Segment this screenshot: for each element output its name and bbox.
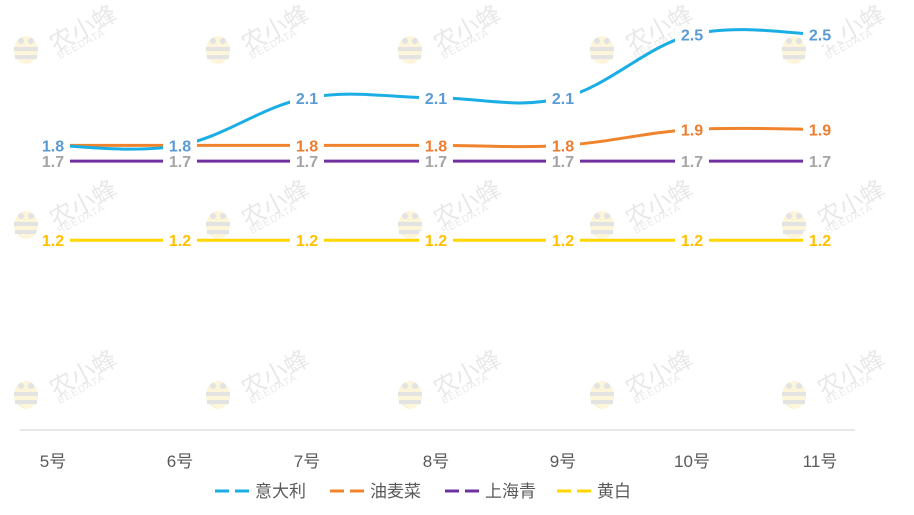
data-label: 2.5 xyxy=(809,28,831,45)
x-tick-label: 9号 xyxy=(550,452,576,471)
data-label-bg xyxy=(163,136,197,156)
x-tick-label: 10号 xyxy=(674,452,710,471)
data-label-bg xyxy=(290,152,324,172)
data-label-bg xyxy=(163,152,197,172)
data-label-bg xyxy=(419,136,453,156)
data-label: 1.2 xyxy=(42,233,64,250)
data-label: 2.1 xyxy=(296,91,318,108)
data-label-bg xyxy=(290,231,324,251)
data-label-bg xyxy=(675,25,709,45)
x-tick-label: 8号 xyxy=(423,452,449,471)
x-tick-label: 7号 xyxy=(294,452,320,471)
data-label-bg xyxy=(163,231,197,251)
data-label-bg xyxy=(803,152,837,172)
data-label-bg xyxy=(803,25,837,45)
data-label: 1.8 xyxy=(552,138,574,155)
data-label: 2.1 xyxy=(425,91,447,108)
x-tick-label: 5号 xyxy=(40,452,66,471)
legend-label: 黄白 xyxy=(597,482,631,502)
data-label: 1.8 xyxy=(42,138,64,155)
data-label: 1.8 xyxy=(169,138,191,155)
data-label-bg xyxy=(546,88,580,108)
data-label: 1.9 xyxy=(681,123,703,140)
data-label-bg xyxy=(36,231,70,251)
data-label: 1.2 xyxy=(169,233,191,250)
data-label-bg xyxy=(290,136,324,156)
data-label: 1.2 xyxy=(296,233,318,250)
data-label-bg xyxy=(419,231,453,251)
legend-label: 意大利 xyxy=(255,482,306,502)
data-label-bg xyxy=(546,152,580,172)
data-label: 1.2 xyxy=(809,233,831,250)
data-label: 1.7 xyxy=(425,154,447,171)
data-label: 2.5 xyxy=(681,28,703,45)
data-label-bg xyxy=(675,120,709,140)
data-label: 1.7 xyxy=(552,154,574,171)
data-label: 1.7 xyxy=(42,154,64,171)
data-label-bg xyxy=(36,136,70,156)
legend-label: 上海青 xyxy=(485,482,536,502)
data-label: 1.7 xyxy=(296,154,318,171)
data-label: 1.8 xyxy=(425,138,447,155)
data-label-bg xyxy=(419,152,453,172)
x-tick-label: 11号 xyxy=(803,452,838,471)
data-label-bg xyxy=(36,152,70,172)
data-label: 1.9 xyxy=(809,123,831,140)
data-label-bg xyxy=(675,152,709,172)
data-label: 1.2 xyxy=(552,233,574,250)
data-label-bg xyxy=(546,136,580,156)
data-label-bg xyxy=(419,88,453,108)
data-label: 1.7 xyxy=(169,154,191,171)
legend-label: 油麦菜 xyxy=(370,482,421,502)
data-label-bg xyxy=(290,88,324,108)
data-label: 2.1 xyxy=(552,91,574,108)
data-label: 1.8 xyxy=(296,138,318,155)
data-label-bg xyxy=(803,231,837,251)
data-label: 1.2 xyxy=(681,233,703,250)
data-label: 1.2 xyxy=(425,233,447,250)
x-tick-label: 6号 xyxy=(167,452,193,471)
data-label: 1.7 xyxy=(809,154,831,171)
data-label: 1.7 xyxy=(681,154,703,171)
data-label-bg xyxy=(675,231,709,251)
data-label-bg xyxy=(546,231,580,251)
data-label-bg xyxy=(803,120,837,140)
